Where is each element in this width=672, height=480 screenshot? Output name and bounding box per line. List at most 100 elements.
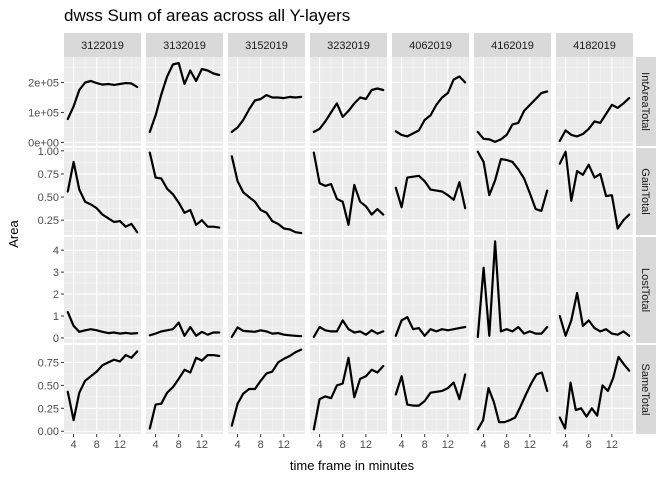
panel-background [310,57,387,146]
facet-panel [146,237,223,343]
row-strip-label: LostTotal [639,268,651,312]
panel-background [64,148,141,235]
x-tick-label: 12 [114,439,126,451]
facet-panel [392,345,469,434]
column-strip-label: 4062019 [409,40,452,52]
panel-background [146,57,223,146]
series-line [230,326,303,338]
series-line [66,311,139,335]
y-tick-label: 0.75 [38,357,59,369]
y-tick-label: 4 [53,245,59,257]
panel-background [146,237,223,343]
panel-background [146,345,223,434]
x-tick-label: 12 [524,439,536,451]
facet-panel [310,57,387,146]
series-line [394,75,467,138]
facet-panel [228,237,305,343]
series-line [394,373,467,407]
panel-background [392,237,469,343]
x-tick-label: 12 [442,439,454,451]
panel-background [64,237,141,343]
panel-background [474,237,551,343]
y-tick-label: 0 [53,333,59,345]
series-line [558,96,631,142]
panel-background [556,57,633,146]
facet-panel [146,57,223,146]
panel-background [228,57,305,146]
row-strip [636,148,656,235]
facet-panel [392,237,469,343]
series-line [312,151,385,226]
series-line [66,350,139,422]
column-strip [392,33,469,57]
x-tick-label: 8 [504,439,510,451]
x-tick-label: 4 [562,439,568,451]
y-tick-label: 0.25 [38,215,59,227]
facet-panel [310,345,387,434]
series-line [148,61,221,133]
panel-background [310,237,387,343]
series-line [476,240,549,338]
x-tick-label: 12 [606,439,618,451]
facet-panel [474,237,551,343]
series-line [558,291,631,337]
column-strip-label: 3122019 [81,40,124,52]
facet-panel [310,148,387,235]
series-line [476,90,549,143]
column-strip-label: 4182019 [573,40,616,52]
y-tick-label: 0.00 [38,426,59,438]
column-strip [556,33,633,57]
y-tick-label: 3 [53,267,59,279]
y-tick-label: 0.75 [38,169,59,181]
facet-panel [310,237,387,343]
row-strip-label: IntAreaTotal [639,72,651,131]
panel-background [146,148,223,235]
facet-panel [228,345,305,434]
row-strip [636,237,656,343]
column-strip [474,33,551,57]
x-tick-label: 4 [234,439,240,451]
facet-panel [474,345,551,434]
panel-background [392,57,469,146]
series-line [148,151,221,229]
series-line [312,356,385,431]
y-tick-label: 2 [53,289,59,301]
facet-panel [392,57,469,146]
x-tick-label: 4 [398,439,404,451]
column-strip-label: 3152019 [245,40,288,52]
y-axis-title: Area [6,220,21,248]
series-line [66,79,139,121]
y-tick-label: 1e+05 [28,107,59,119]
x-tick-label: 4 [70,439,76,451]
facet-panel [556,345,633,434]
panel-background [228,148,305,235]
panel-background [64,57,141,146]
facet-panel [392,148,469,235]
panel-background [474,345,551,434]
facet-panel [64,148,141,235]
series-line [148,321,221,337]
x-axis-title: time frame in minutes [290,458,415,473]
series-line [66,160,139,234]
panel-background [64,345,141,434]
column-strip-label: 4162019 [491,40,534,52]
facet-panel [64,345,141,434]
series-line [394,174,467,210]
facet-panel [556,57,633,146]
panel-background [556,345,633,434]
series-line [558,150,631,230]
chart-title: dwss Sum of areas across all Y-layers [64,6,350,25]
row-strip-label: GainTotal [639,168,651,214]
panel-background [474,57,551,146]
facet-panel [64,57,141,146]
facet-panel [474,148,551,235]
x-tick-label: 12 [196,439,208,451]
series-line [558,355,631,430]
x-tick-label: 8 [422,439,428,451]
y-tick-label: 0.50 [38,380,59,392]
series-line [230,155,303,235]
facet-panel [556,237,633,343]
column-strip-label: 3132019 [163,40,206,52]
y-tick-label: 0.25 [38,403,59,415]
